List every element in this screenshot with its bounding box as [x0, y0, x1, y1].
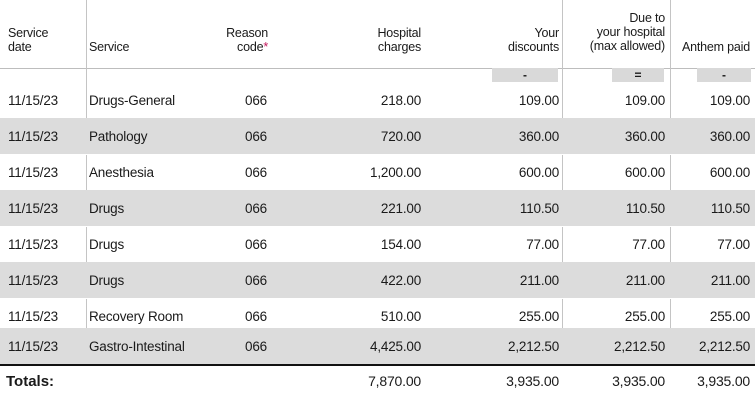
- header-hospital-charges-line2: charges: [377, 40, 421, 54]
- header-hospital-charges-line1: Hospital: [377, 26, 421, 40]
- cell-anthem-paid: 211.00: [710, 273, 750, 288]
- cell-reason-code: 066: [245, 129, 267, 144]
- total-anthem-paid: 3,935.00: [697, 373, 750, 389]
- cell-hospital-charges: 218.00: [380, 93, 421, 108]
- header-service-date-line2: date: [8, 40, 32, 54]
- cell-service-date: 11/15/23: [8, 129, 58, 144]
- cell-your-discounts: 77.00: [526, 237, 559, 252]
- cell-your-discounts: 255.00: [518, 309, 559, 324]
- cell-your-discounts: 109.00: [518, 93, 559, 108]
- total-due-to-hospital: 3,935.00: [612, 373, 665, 389]
- table-row: 11/15/23 Drugs 066 221.00 110.50 110.50 …: [0, 190, 755, 227]
- cell-anthem-paid: 600.00: [709, 165, 750, 180]
- cell-reason-code: 066: [245, 273, 267, 288]
- cell-hospital-charges: 221.00: [380, 201, 421, 216]
- cell-hospital-charges: 154.00: [380, 237, 421, 252]
- reason-code-footnote-marker: *: [263, 40, 268, 54]
- table-row: 11/15/23 Drugs 066 154.00 77.00 77.00 77…: [0, 226, 755, 263]
- cell-due-to-hospital: 255.00: [624, 309, 665, 324]
- cell-anthem-paid: 2,212.50: [699, 339, 750, 354]
- cell-hospital-charges: 4,425.00: [370, 339, 421, 354]
- header-your-discounts-line1: Your: [534, 26, 560, 40]
- cell-anthem-paid: 360.00: [709, 129, 750, 144]
- cell-service-date: 11/15/23: [8, 309, 58, 324]
- header-due-line3: (max allowed): [589, 39, 665, 53]
- header-your-discounts: Your discounts: [470, 26, 559, 54]
- cell-your-discounts: 211.00: [519, 273, 559, 288]
- operator-equals-due: =: [612, 68, 664, 82]
- cell-service: Drugs-General: [89, 93, 175, 108]
- cell-service: Drugs: [89, 201, 125, 216]
- header-service-date-line1: Service: [8, 26, 49, 40]
- cell-service: Gastro-Intestinal: [89, 339, 185, 354]
- header-due-to-hospital: Due to your hospital (max allowed): [562, 11, 665, 53]
- cell-anthem-paid: 77.00: [717, 237, 750, 252]
- cell-service: Recovery Room: [89, 309, 184, 324]
- cell-hospital-charges: 422.00: [380, 273, 421, 288]
- header-reason-code: Reason code*: [200, 26, 268, 54]
- header-due-line2: your hospital: [596, 25, 665, 39]
- table-header: Service date Service Reason code* Hospit…: [0, 0, 755, 69]
- header-service-date: Service date: [8, 26, 48, 54]
- cell-reason-code: 066: [245, 339, 267, 354]
- cell-due-to-hospital: 77.00: [632, 237, 665, 252]
- cell-service-date: 11/15/23: [8, 201, 58, 216]
- cell-your-discounts: 600.00: [518, 165, 559, 180]
- operator-minus-discounts: -: [492, 68, 558, 82]
- cell-due-to-hospital: 211.00: [625, 273, 665, 288]
- header-your-discounts-line2: discounts: [507, 40, 559, 54]
- header-reason-code-line2: code: [237, 40, 264, 54]
- totals-rule: [0, 364, 755, 366]
- header-hospital-charges: Hospital charges: [330, 26, 421, 54]
- cell-reason-code: 066: [245, 93, 267, 108]
- cell-due-to-hospital: 109.00: [624, 93, 665, 108]
- header-service: Service: [89, 40, 130, 54]
- cell-your-discounts: 110.50: [519, 201, 559, 216]
- header-anthem-paid: Anthem paid: [682, 40, 750, 54]
- cell-reason-code: 066: [245, 201, 267, 216]
- total-your-discounts: 3,935.00: [506, 373, 559, 389]
- cell-service-date: 11/15/23: [8, 165, 58, 180]
- cell-service-date: 11/15/23: [8, 339, 58, 354]
- cell-due-to-hospital: 2,212.50: [614, 339, 665, 354]
- header-reason-code-line1: Reason: [226, 26, 268, 40]
- cell-anthem-paid: 109.00: [709, 93, 750, 108]
- cell-anthem-paid: 110.50: [710, 201, 750, 216]
- cell-your-discounts: 360.00: [518, 129, 559, 144]
- cell-hospital-charges: 1,200.00: [370, 165, 421, 180]
- cell-service-date: 11/15/23: [8, 273, 58, 288]
- table-row: 11/15/23 Drugs-General 066 218.00 109.00…: [0, 82, 755, 119]
- cell-service-date: 11/15/23: [8, 237, 58, 252]
- cell-due-to-hospital: 110.50: [625, 201, 665, 216]
- operator-minus-paid: -: [697, 68, 751, 82]
- column-divider: [670, 0, 671, 364]
- column-divider: [562, 0, 563, 364]
- total-hospital-charges: 7,870.00: [368, 373, 421, 389]
- cell-reason-code: 066: [245, 165, 267, 180]
- cell-your-discounts: 2,212.50: [508, 339, 559, 354]
- totals-row: Totals: 7,870.00 3,935.00 3,935.00 3,935…: [0, 366, 755, 400]
- cell-hospital-charges: 510.00: [380, 309, 421, 324]
- cell-reason-code: 066: [245, 237, 267, 252]
- cell-service-date: 11/15/23: [8, 93, 58, 108]
- cell-service: Pathology: [89, 129, 148, 144]
- table-row: 11/15/23 Gastro-Intestinal 066 4,425.00 …: [0, 328, 755, 365]
- cell-due-to-hospital: 600.00: [624, 165, 665, 180]
- cell-reason-code: 066: [245, 309, 267, 324]
- table-row: 11/15/23 Anesthesia 066 1,200.00 600.00 …: [0, 154, 755, 191]
- column-divider: [86, 0, 87, 364]
- totals-label: Totals:: [6, 373, 55, 390]
- table-row: 11/15/23 Pathology 066 720.00 360.00 360…: [0, 118, 755, 155]
- cell-due-to-hospital: 360.00: [624, 129, 665, 144]
- cell-service: Drugs: [89, 237, 125, 252]
- table-row: 11/15/23 Drugs 066 422.00 211.00 211.00 …: [0, 262, 755, 299]
- cell-service: Drugs: [89, 273, 125, 288]
- cell-service: Anesthesia: [89, 165, 154, 180]
- header-due-line1: Due to: [629, 11, 665, 25]
- cell-anthem-paid: 255.00: [709, 309, 750, 324]
- cell-hospital-charges: 720.00: [380, 129, 421, 144]
